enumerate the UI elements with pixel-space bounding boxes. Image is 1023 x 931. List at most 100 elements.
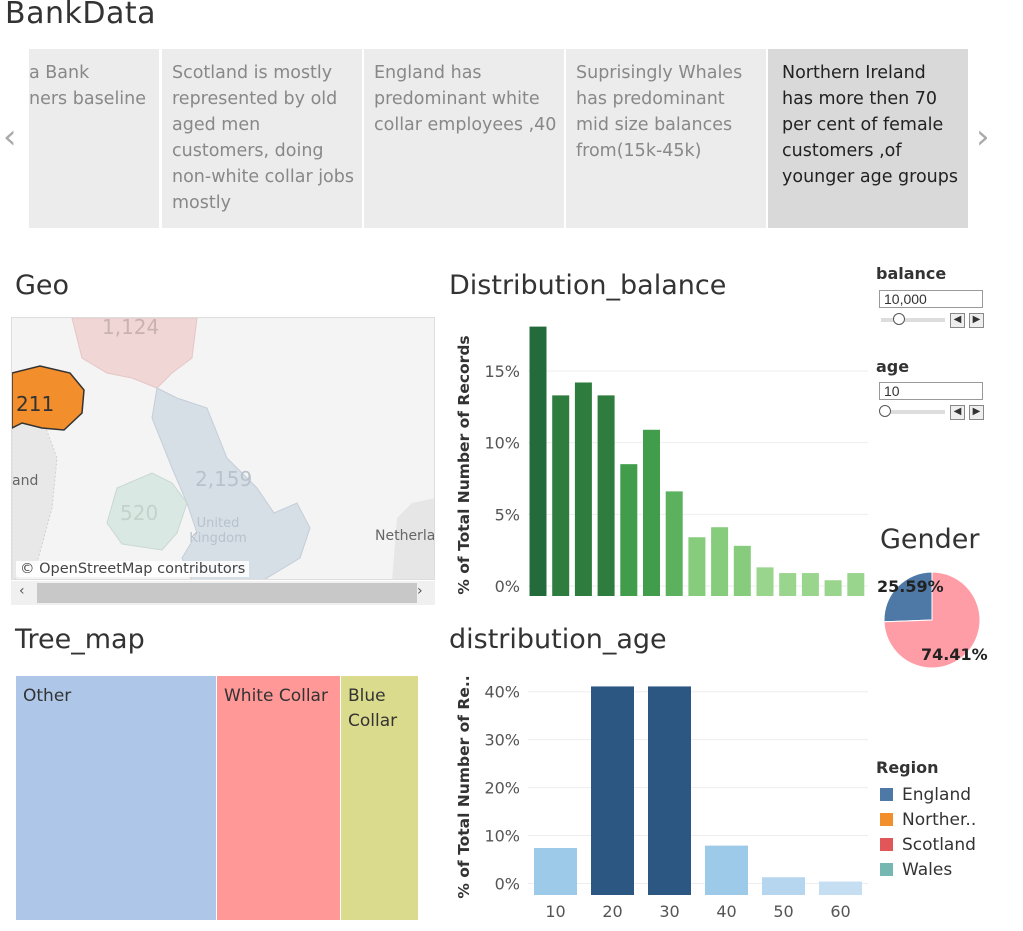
- age-bar: [591, 686, 634, 895]
- story-card-3[interactable]: England has predominant white collar emp…: [364, 49, 564, 228]
- legend-item-wales[interactable]: Wales: [880, 857, 976, 882]
- story-card-text: Northern Ireland has more then 70 per ce…: [782, 63, 958, 187]
- balance-increment-button[interactable]: ▶: [969, 313, 984, 328]
- chevron-right-icon[interactable]: ›: [976, 117, 990, 157]
- legend-item-northern-ireland[interactable]: Norther..: [880, 807, 976, 832]
- legend-label: Scotland: [902, 834, 976, 855]
- balance-bar: [733, 545, 751, 596]
- map-ireland: [12, 407, 58, 579]
- map-scrollbar[interactable]: ‹ ›: [11, 581, 435, 605]
- balance-bar: [779, 573, 797, 596]
- legend-swatch: [880, 788, 893, 801]
- age-decrement-button[interactable]: ◀: [950, 405, 965, 420]
- balance-bar: [756, 567, 774, 596]
- balance-bar: [801, 573, 819, 596]
- balance-filter-input[interactable]: [879, 290, 983, 308]
- story-card-1[interactable]: a Bank ners baseline: [29, 49, 159, 228]
- balance-bar: [529, 326, 547, 596]
- age-bar: [762, 877, 805, 895]
- story-card-5[interactable]: Northern Ireland has more then 70 per ce…: [768, 49, 968, 228]
- treemap-cell-white-collar[interactable]: White Collar: [217, 676, 341, 920]
- age-slider-knob[interactable]: [879, 405, 891, 417]
- age-x-tick-label: 50: [773, 902, 793, 921]
- map-label-northern-ireland: 211: [16, 392, 54, 416]
- balance-decrement-button[interactable]: ◀: [950, 313, 965, 328]
- treemap-cell-blue-collar[interactable]: Blue Collar: [341, 676, 418, 920]
- balance-bar: [688, 537, 706, 596]
- balance-filter-label: balance: [876, 264, 947, 283]
- map-continent: [392, 498, 434, 579]
- age-y-tick-label: 10%: [484, 827, 520, 846]
- age-filter-input[interactable]: [879, 382, 983, 400]
- balance-bar: [711, 527, 729, 596]
- balance-bar: [552, 395, 570, 596]
- map-place-netherlands: Netherla: [375, 528, 435, 544]
- story-card-text: Suprisingly Whales has predominant mid s…: [576, 63, 743, 161]
- balance-slider-knob[interactable]: [893, 313, 905, 325]
- age-y-tick-label: 0%: [495, 874, 520, 893]
- age-x-tick-label: 20: [602, 902, 622, 921]
- legend-swatch: [880, 863, 893, 876]
- gender-title: Gender: [880, 524, 980, 555]
- age-y-tick-label: 30%: [484, 731, 520, 750]
- map-region-wales: [106, 472, 188, 551]
- map-place-ireland: and: [12, 473, 38, 489]
- gender-pie-chart: 25.59% 74.41%: [877, 571, 988, 669]
- map-canvas[interactable]: 1,124 211 2,159 520 United Kingdom Nethe…: [12, 318, 435, 580]
- geo-title: Geo: [15, 270, 70, 301]
- age-bar: [705, 845, 748, 895]
- age-filter-label: age: [876, 357, 910, 376]
- treemap-label: Other: [23, 686, 72, 706]
- balance-bar-chart: 0% 5% 10% 15% % of Total Number of Records: [455, 326, 868, 596]
- map-scroll-thumb[interactable]: [37, 583, 417, 603]
- age-slider-track[interactable]: [881, 410, 945, 414]
- scroll-left-icon[interactable]: ‹: [19, 583, 25, 599]
- legend-label: England: [902, 784, 972, 805]
- treemap-cell-other[interactable]: Other: [16, 676, 217, 920]
- age-chart-title: distribution_age: [449, 624, 667, 655]
- balance-bar: [665, 491, 683, 596]
- legend-item-scotland[interactable]: Scotland: [880, 832, 976, 857]
- story-card-text: Scotland is mostly represented by old ag…: [172, 63, 354, 213]
- region-legend: England Norther.. Scotland Wales: [880, 782, 976, 882]
- balance-y-axis-label: % of Total Number of Records: [455, 335, 473, 594]
- balance-y-tick-label: 5%: [495, 505, 520, 524]
- balance-y-tick-label: 15%: [484, 362, 520, 381]
- balance-slider-track[interactable]: [881, 318, 945, 322]
- age-x-tick-label: 10: [545, 902, 565, 921]
- balance-y-tick-label: 10%: [484, 434, 520, 453]
- region-legend-title: Region: [876, 758, 939, 777]
- age-x-tick-label: 30: [659, 902, 679, 921]
- age-y-axis-label: % of Total Number of Re..: [455, 675, 473, 898]
- balance-bar: [847, 573, 865, 596]
- story-card-2[interactable]: Scotland is mostly represented by old ag…: [162, 49, 362, 228]
- gender-pie-label: 74.41%: [921, 645, 988, 664]
- age-increment-button[interactable]: ▶: [969, 405, 984, 420]
- balance-chart-title: Distribution_balance: [449, 270, 727, 301]
- story-card-text: a Bank ners baseline: [29, 63, 147, 109]
- legend-swatch: [880, 838, 893, 851]
- dashboard-title: BankData: [5, 0, 156, 31]
- geo-map[interactable]: 1,124 211 2,159 520 United Kingdom Nethe…: [11, 317, 435, 580]
- legend-label: Norther..: [902, 809, 977, 830]
- balance-bar: [597, 395, 615, 596]
- age-bar: [819, 881, 862, 895]
- age-bar-chart: 0% 10% 20% 30% 40% 10 20 30 40 50 60 % of Total N…: [455, 675, 868, 921]
- treemap-label: Blue Collar: [348, 686, 398, 731]
- map-label-scotland: 1,124: [102, 318, 159, 339]
- map-attribution[interactable]: © OpenStreetMap contributors: [16, 561, 250, 577]
- age-bar: [648, 686, 691, 895]
- scroll-right-icon[interactable]: ›: [417, 583, 423, 599]
- legend-swatch: [880, 813, 893, 826]
- treemap-label: White Collar: [224, 686, 328, 706]
- legend-item-england[interactable]: England: [880, 782, 976, 807]
- age-bar: [534, 848, 577, 895]
- age-x-tick-label: 60: [830, 902, 850, 921]
- story-card-text: England has predominant white collar emp…: [374, 63, 557, 135]
- age-y-tick-label: 40%: [484, 683, 520, 702]
- balance-bar: [620, 464, 638, 596]
- story-card-4[interactable]: Suprisingly Whales has predominant mid s…: [566, 49, 766, 228]
- chevron-left-icon[interactable]: ‹: [3, 117, 17, 157]
- age-y-tick-label: 20%: [484, 779, 520, 798]
- map-region-england: [151, 387, 311, 579]
